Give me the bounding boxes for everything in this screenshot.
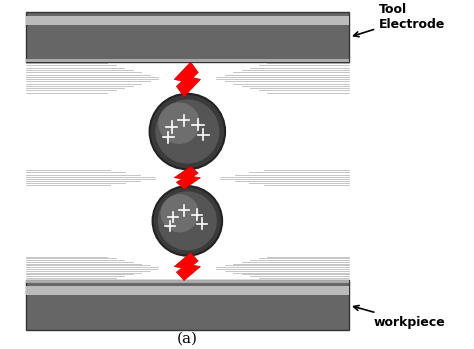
- Circle shape: [158, 191, 217, 251]
- Circle shape: [155, 99, 219, 164]
- Text: workpiece: workpiece: [354, 305, 446, 329]
- Circle shape: [158, 103, 200, 144]
- Polygon shape: [174, 166, 201, 189]
- Text: (a): (a): [177, 332, 198, 346]
- Bar: [27, 12, 349, 62]
- Circle shape: [153, 186, 222, 256]
- Bar: [27, 59, 349, 62]
- Bar: [27, 16, 349, 25]
- Text: Tool
Electrode: Tool Electrode: [354, 3, 446, 37]
- Polygon shape: [174, 253, 201, 281]
- Bar: [27, 287, 349, 295]
- Bar: [27, 281, 349, 283]
- Circle shape: [150, 94, 225, 169]
- Bar: [27, 281, 349, 330]
- Circle shape: [161, 194, 199, 232]
- Polygon shape: [174, 62, 201, 97]
